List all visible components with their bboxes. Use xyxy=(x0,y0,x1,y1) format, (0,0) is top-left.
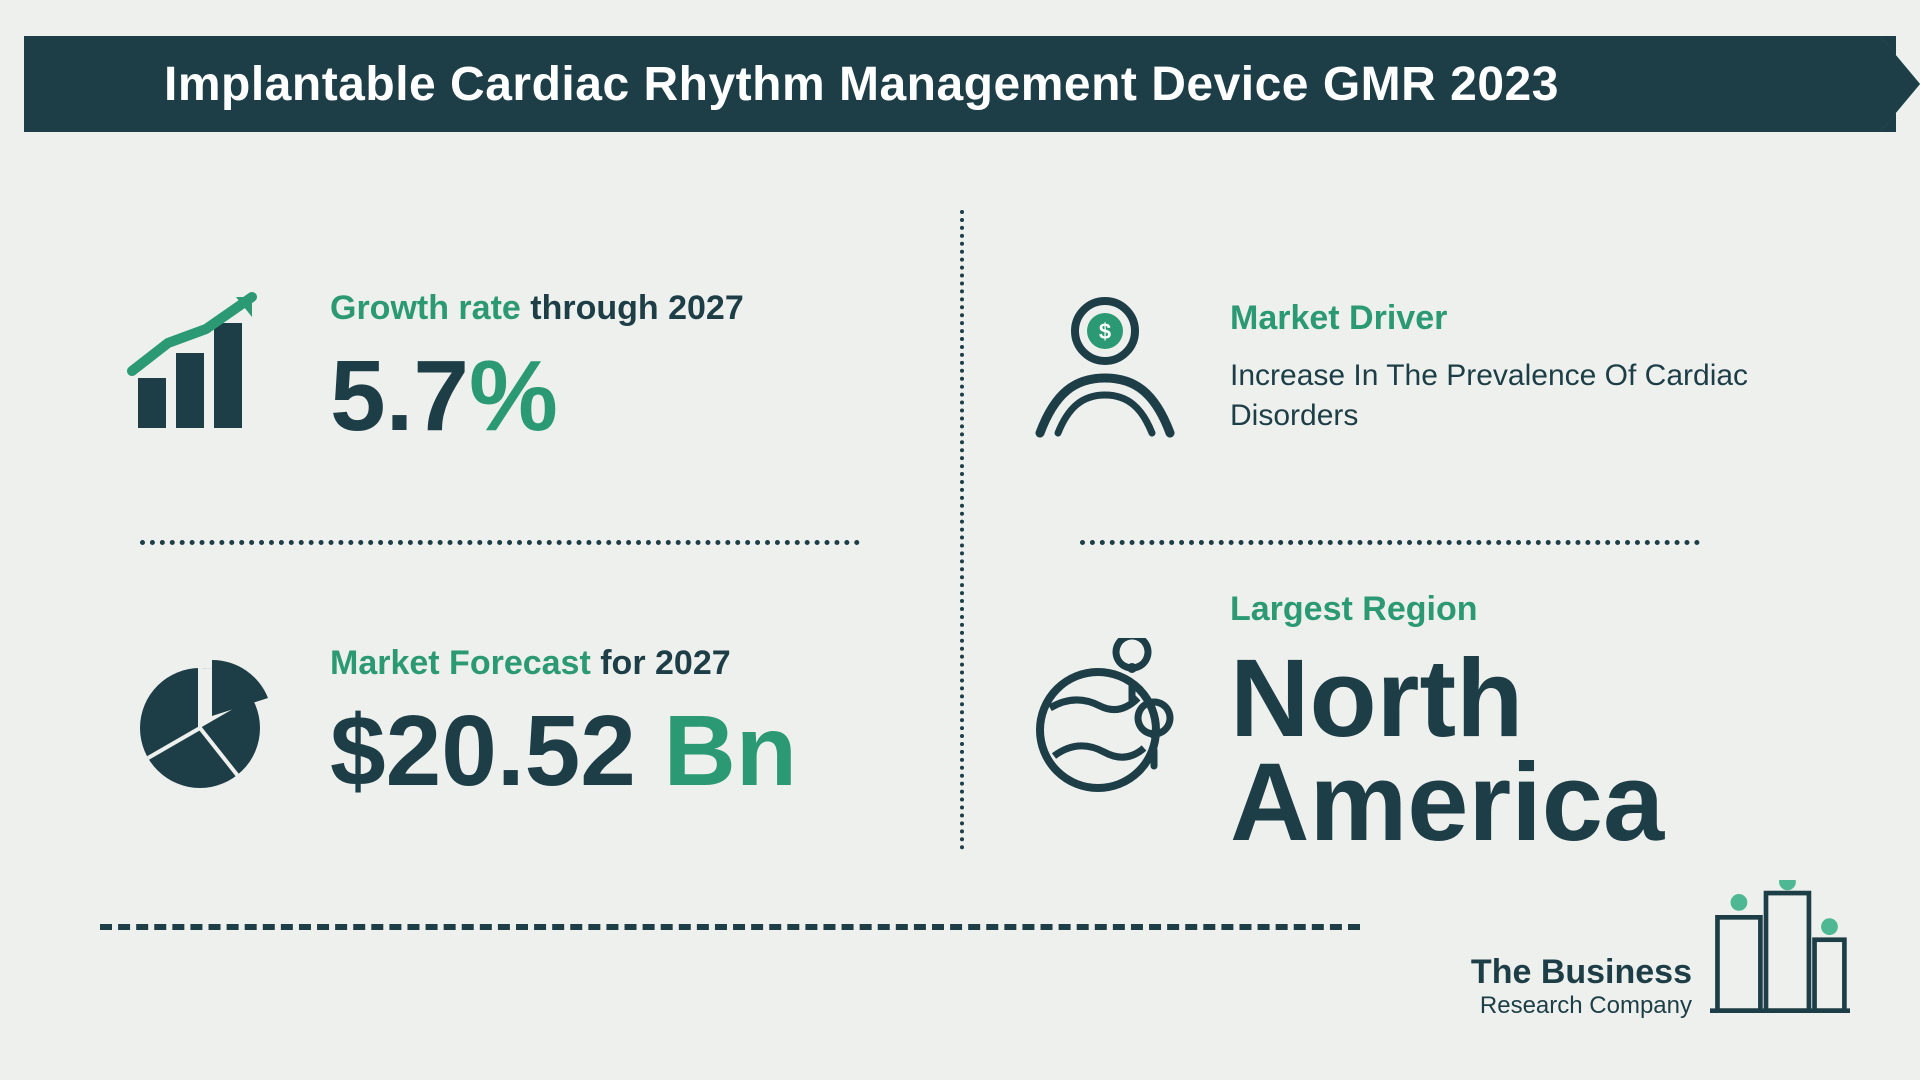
growth-cell: Growth rate through 2027 5.7% xyxy=(120,210,900,525)
growth-label-teal: Growth rate xyxy=(330,289,521,327)
region-value: North America xyxy=(1230,647,1800,856)
driver-label: Market Driver xyxy=(1230,299,1800,338)
forecast-text: Market Forecast for 2027 $20.52 Bn xyxy=(330,644,900,801)
bottom-dashed-line xyxy=(100,924,1360,930)
driver-text: Market Driver Increase In The Prevalence… xyxy=(1230,299,1800,437)
driver-body: Increase In The Prevalence Of Cardiac Di… xyxy=(1230,356,1750,437)
forecast-number: $20.52 xyxy=(330,695,636,807)
forecast-label-teal: Market Forecast xyxy=(330,644,591,682)
brand-logo: The Business Research Company xyxy=(1471,880,1850,1020)
hands-coin-icon: $ xyxy=(1020,283,1190,453)
brand-logo-text: The Business Research Company xyxy=(1471,953,1692,1020)
growth-text: Growth rate through 2027 5.7% xyxy=(330,289,900,446)
forecast-cell: Market Forecast for 2027 $20.52 Bn xyxy=(120,565,900,880)
pie-chart-icon xyxy=(120,638,290,808)
globe-pins-icon xyxy=(1020,638,1190,808)
brand-logo-icon xyxy=(1710,880,1850,1020)
forecast-unit: Bn xyxy=(636,695,797,807)
driver-cell: $ Market Driver Increase In The Prevalen… xyxy=(1020,210,1800,525)
growth-label: Growth rate through 2027 xyxy=(330,289,900,328)
region-line2: America xyxy=(1230,751,1800,856)
region-label-text: Largest Region xyxy=(1230,590,1477,628)
growth-value: 5.7% xyxy=(330,346,900,446)
page-title: Implantable Cardiac Rhythm Management De… xyxy=(164,57,1559,112)
growth-chart-icon xyxy=(120,283,290,453)
brand-logo-line1: The Business xyxy=(1471,953,1692,992)
info-grid: Growth rate through 2027 5.7% $ Market D… xyxy=(120,210,1800,880)
region-text: Largest Region North America xyxy=(1230,590,1800,856)
forecast-label-dark: for 2027 xyxy=(591,644,731,682)
title-bar: Implantable Cardiac Rhythm Management De… xyxy=(24,36,1896,132)
brand-logo-line2: Research Company xyxy=(1471,992,1692,1020)
driver-label-text: Market Driver xyxy=(1230,299,1447,337)
region-line1: North xyxy=(1230,647,1800,752)
svg-text:$: $ xyxy=(1099,319,1111,344)
forecast-value: $20.52 Bn xyxy=(330,701,900,801)
region-label: Largest Region xyxy=(1230,590,1800,629)
title-arrow-icon xyxy=(1880,36,1920,132)
growth-label-dark: through 2027 xyxy=(521,289,744,327)
forecast-label: Market Forecast for 2027 xyxy=(330,644,900,683)
growth-number: 5.7 xyxy=(330,340,469,452)
region-cell: Largest Region North America xyxy=(1020,565,1800,880)
growth-unit: % xyxy=(469,340,558,452)
